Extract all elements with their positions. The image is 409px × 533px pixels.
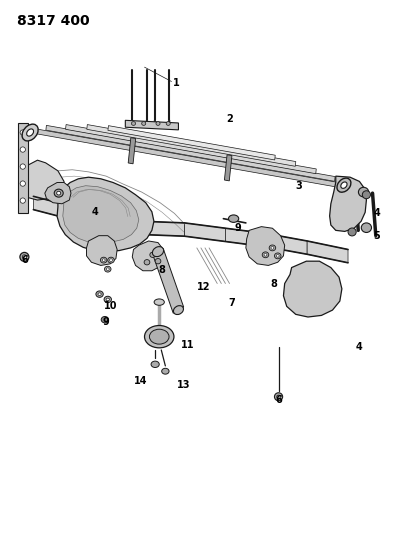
Ellipse shape bbox=[102, 259, 105, 262]
Ellipse shape bbox=[106, 298, 109, 301]
Ellipse shape bbox=[20, 198, 25, 203]
Ellipse shape bbox=[154, 299, 164, 305]
Text: 11: 11 bbox=[181, 340, 194, 350]
Ellipse shape bbox=[56, 191, 61, 195]
Ellipse shape bbox=[173, 305, 183, 314]
Text: 8: 8 bbox=[158, 265, 165, 274]
Text: 6: 6 bbox=[274, 395, 281, 406]
Ellipse shape bbox=[357, 187, 368, 197]
Polygon shape bbox=[45, 182, 71, 204]
Ellipse shape bbox=[108, 257, 114, 263]
Ellipse shape bbox=[149, 329, 169, 344]
Text: 8317 400: 8317 400 bbox=[17, 14, 90, 28]
Ellipse shape bbox=[268, 245, 275, 251]
Ellipse shape bbox=[20, 164, 25, 169]
Ellipse shape bbox=[347, 228, 355, 236]
Ellipse shape bbox=[263, 254, 266, 256]
Polygon shape bbox=[265, 233, 306, 254]
Text: 10: 10 bbox=[103, 301, 117, 311]
Ellipse shape bbox=[360, 223, 371, 232]
Text: 4: 4 bbox=[355, 342, 362, 352]
Ellipse shape bbox=[20, 181, 25, 186]
Text: 1: 1 bbox=[173, 78, 179, 88]
Ellipse shape bbox=[109, 259, 112, 262]
Ellipse shape bbox=[276, 395, 280, 398]
Ellipse shape bbox=[166, 122, 170, 125]
Polygon shape bbox=[103, 213, 144, 235]
Ellipse shape bbox=[20, 130, 25, 135]
Polygon shape bbox=[224, 155, 231, 181]
Polygon shape bbox=[46, 125, 334, 181]
Ellipse shape bbox=[98, 293, 101, 295]
Ellipse shape bbox=[96, 291, 103, 297]
Polygon shape bbox=[18, 123, 28, 213]
Ellipse shape bbox=[274, 393, 282, 401]
Polygon shape bbox=[62, 204, 103, 227]
Text: 7: 7 bbox=[228, 297, 234, 308]
Ellipse shape bbox=[262, 252, 268, 258]
Text: 3: 3 bbox=[295, 181, 301, 191]
Polygon shape bbox=[184, 223, 225, 241]
Polygon shape bbox=[125, 120, 178, 130]
Ellipse shape bbox=[270, 247, 273, 249]
Polygon shape bbox=[63, 185, 139, 243]
Polygon shape bbox=[306, 241, 347, 263]
Ellipse shape bbox=[155, 259, 160, 264]
Ellipse shape bbox=[336, 178, 350, 192]
Ellipse shape bbox=[274, 253, 280, 259]
Ellipse shape bbox=[144, 260, 149, 265]
Ellipse shape bbox=[340, 182, 346, 188]
Ellipse shape bbox=[54, 189, 63, 197]
Ellipse shape bbox=[228, 215, 238, 222]
Polygon shape bbox=[153, 248, 183, 313]
Ellipse shape bbox=[104, 266, 111, 272]
Polygon shape bbox=[57, 177, 153, 252]
Polygon shape bbox=[33, 196, 62, 217]
Polygon shape bbox=[283, 261, 341, 317]
Text: 4: 4 bbox=[373, 208, 380, 219]
Ellipse shape bbox=[276, 255, 279, 257]
Polygon shape bbox=[20, 160, 64, 200]
Ellipse shape bbox=[101, 317, 108, 323]
Polygon shape bbox=[29, 128, 350, 189]
Ellipse shape bbox=[22, 124, 38, 141]
Polygon shape bbox=[128, 138, 135, 164]
Text: 13: 13 bbox=[177, 379, 190, 390]
Polygon shape bbox=[245, 227, 284, 265]
Text: 9: 9 bbox=[234, 223, 240, 233]
Polygon shape bbox=[87, 125, 295, 166]
Ellipse shape bbox=[155, 122, 160, 125]
Polygon shape bbox=[132, 241, 164, 271]
Text: 8: 8 bbox=[270, 279, 276, 288]
Polygon shape bbox=[144, 221, 184, 236]
Ellipse shape bbox=[142, 122, 145, 125]
Ellipse shape bbox=[131, 122, 135, 125]
Ellipse shape bbox=[144, 326, 173, 348]
Ellipse shape bbox=[149, 252, 155, 257]
Polygon shape bbox=[86, 236, 117, 265]
Ellipse shape bbox=[100, 257, 107, 263]
Polygon shape bbox=[225, 228, 265, 247]
Ellipse shape bbox=[152, 247, 163, 256]
Ellipse shape bbox=[362, 191, 370, 199]
Text: 4: 4 bbox=[91, 207, 98, 217]
Polygon shape bbox=[108, 126, 274, 160]
Ellipse shape bbox=[106, 268, 109, 270]
Ellipse shape bbox=[20, 253, 29, 262]
Ellipse shape bbox=[27, 129, 34, 136]
Text: 12: 12 bbox=[197, 282, 210, 292]
Text: 5: 5 bbox=[372, 231, 379, 241]
Text: 14: 14 bbox=[133, 376, 147, 386]
Ellipse shape bbox=[104, 296, 111, 303]
Text: 9: 9 bbox=[103, 317, 109, 327]
Polygon shape bbox=[329, 176, 366, 231]
Text: 2: 2 bbox=[226, 114, 232, 124]
Polygon shape bbox=[65, 125, 315, 174]
Ellipse shape bbox=[161, 368, 169, 374]
Ellipse shape bbox=[20, 147, 25, 152]
Text: 6: 6 bbox=[22, 255, 29, 265]
Ellipse shape bbox=[22, 255, 26, 259]
Ellipse shape bbox=[151, 361, 159, 368]
